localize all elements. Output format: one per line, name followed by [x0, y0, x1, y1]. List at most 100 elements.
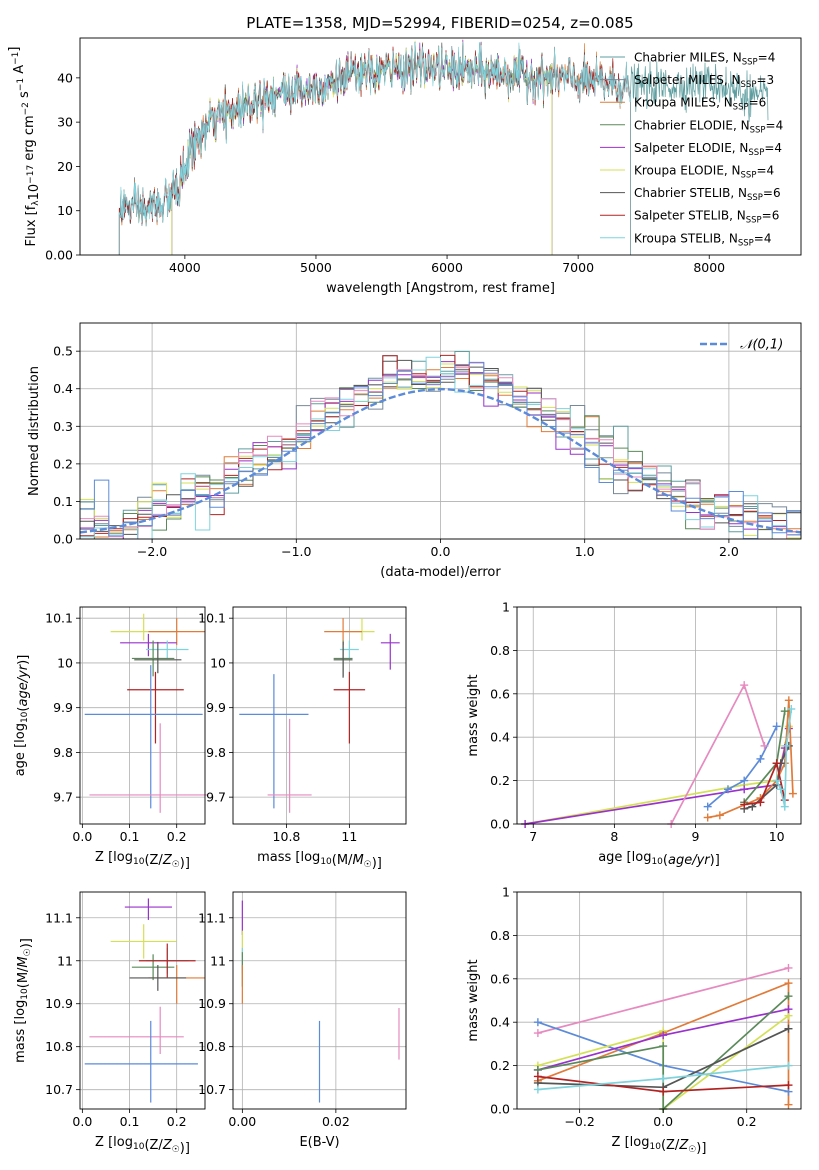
x-tick-label: 6000 — [431, 260, 463, 275]
y-tick-label: 9.9 — [206, 700, 226, 715]
legend-entry: Kroupa STELIB, NSSP=4 — [634, 231, 772, 248]
plus-marker — [780, 802, 789, 811]
data-point — [131, 640, 175, 677]
data-point — [84, 665, 203, 809]
x-tick-label: 0.2 — [167, 829, 187, 844]
plus-marker — [760, 741, 769, 750]
data-point — [84, 1020, 198, 1103]
y-axis-label: mass weight — [466, 959, 481, 1041]
data-point — [89, 1006, 184, 1054]
ticks: −2.0 −1.0 0.0 1.0 2.0 0.0 0.1 0.2 0.3 0.4 0.5 — [53, 344, 739, 559]
x-tick-label: 5000 — [300, 260, 332, 275]
y-tick-label: 11.1 — [198, 910, 226, 925]
data-point — [110, 613, 177, 641]
plus-marker — [788, 789, 797, 798]
legend-entry: Salpeter STELIB, NSSP=6 — [634, 209, 779, 226]
axes-mass-vs-Z: 0.0 0.1 0.2 10.7 10.8 10.9 11 11.1 Z [log10(Z/Z☉… — [13, 891, 206, 1156]
y-tick-label: 10.9 — [45, 996, 73, 1011]
plus-marker — [533, 1029, 542, 1038]
axes-frame — [79, 37, 802, 256]
plus-marker — [787, 704, 796, 713]
axes-frame — [232, 891, 407, 1110]
plot-area — [521, 681, 797, 828]
x-tick-label: 7000 — [562, 260, 594, 275]
x-axis-label: age [log10(age/yr)] — [598, 850, 720, 868]
legend-entry: Chabrier ELODIE, NSSP=4 — [634, 118, 783, 135]
data-point — [349, 618, 375, 641]
legend-entry: Chabrier MILES, NSSP=4 — [634, 51, 775, 68]
y-tick-label: 0.8 — [490, 928, 510, 943]
y-tick-label: 10 — [57, 655, 73, 670]
y-tick-label: 0.3 — [53, 419, 73, 434]
chart-title: PLATE=1358, MJD=52994, FIBERID=0254, z=0… — [246, 14, 633, 32]
x-axis-label: E(B-V) — [299, 1135, 339, 1150]
y-tick-label: 11 — [210, 953, 226, 968]
x-tick-label: 0.00 — [228, 1114, 256, 1129]
histograms — [80, 351, 801, 539]
y-tick-label: 9.7 — [53, 790, 73, 805]
y-tick-label: 11.1 — [45, 910, 73, 925]
legend-entry: Kroupa MILES, NSSP=6 — [634, 96, 766, 113]
histogram-step — [80, 356, 801, 539]
y-tick-label: 0.8 — [490, 643, 510, 658]
plot-area — [84, 898, 205, 1103]
data-point — [380, 633, 400, 670]
plus-marker — [782, 741, 791, 750]
grid — [517, 606, 801, 825]
normal-curve — [79, 387, 802, 534]
histogram-step — [80, 361, 801, 539]
legend-entry: Chabrier STELIB, NSSP=6 — [634, 186, 781, 203]
plus-marker — [776, 785, 785, 794]
data-point — [124, 898, 172, 920]
x-tick-label: 10 — [769, 829, 785, 844]
y-axis-label: mass weight — [466, 674, 481, 756]
y-axis-label: Flux [fλ10−17 erg cm−2 s−1 A−1] — [7, 47, 42, 247]
ticks: −0.2 0.0 0.2 0.0 0.2 0.4 0.6 0.8 1 — [490, 885, 757, 1130]
ticks: 0.0 0.1 0.2 9.7 9.8 9.9 10 10.1 — [45, 611, 186, 844]
plus-marker — [784, 1081, 793, 1090]
plus-marker — [659, 1074, 668, 1083]
y-tick-label: 9.8 — [53, 745, 73, 760]
y-axis-label: age [log10(age/yr)] — [13, 655, 31, 777]
plus-marker — [715, 811, 724, 820]
x-tick-label: −1.0 — [281, 544, 311, 559]
plus-marker — [784, 1061, 793, 1070]
plus-marker — [533, 1085, 542, 1094]
data-point — [267, 718, 312, 813]
data-point — [134, 641, 182, 674]
y-tick-label: 20 — [57, 159, 73, 174]
y-tick-label: 0.00 — [45, 248, 73, 263]
plot-area — [533, 963, 793, 1113]
weight-lines — [521, 681, 797, 828]
x-tick-label: 0.2 — [167, 1114, 187, 1129]
x-tick-label: 0.0 — [72, 1114, 92, 1129]
y-tick-label: 10 — [57, 203, 73, 218]
x-tick-label: −2.0 — [137, 544, 167, 559]
plot-area — [84, 613, 208, 813]
weight-line — [707, 700, 794, 819]
data-point — [148, 965, 205, 1004]
plus-marker — [784, 992, 793, 1001]
x-axis-label: Z [log10(Z/Z☉)] — [95, 850, 190, 871]
data-point — [129, 965, 187, 991]
x-tick-label: 0.2 — [737, 1114, 757, 1129]
x-tick-label: 0.0 — [72, 829, 92, 844]
plus-marker — [533, 1018, 542, 1027]
y-tick-label: 0.0 — [490, 1102, 510, 1117]
x-tick-label: 0.0 — [431, 544, 451, 559]
weight-line — [537, 981, 790, 1105]
x-tick-label: 1.0 — [575, 544, 595, 559]
x-axis-label: (data-model)/error — [380, 565, 501, 580]
x-tick-label: 0.02 — [322, 1114, 350, 1129]
plot-area — [79, 351, 802, 539]
plus-marker — [756, 754, 765, 763]
y-tick-label: 0.2 — [490, 1058, 510, 1073]
data-point — [148, 618, 205, 646]
y-tick-label: 0.0 — [53, 532, 73, 547]
axes-frame — [79, 606, 206, 825]
data-point — [333, 641, 353, 678]
y-tick-label: 10.1 — [198, 611, 226, 626]
plot-area — [241, 900, 400, 1103]
plus-marker — [784, 1024, 793, 1033]
